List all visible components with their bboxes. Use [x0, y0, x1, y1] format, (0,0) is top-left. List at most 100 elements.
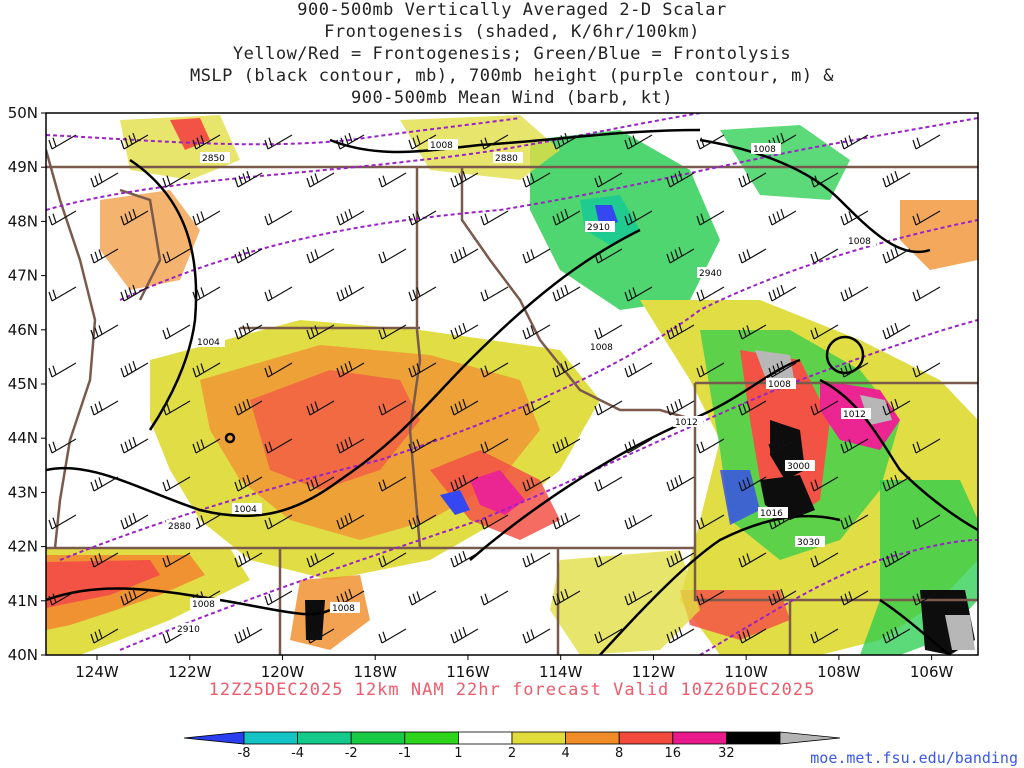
wind-barb [450, 246, 479, 264]
colorbar-tick-label: 16 [665, 746, 682, 761]
latitude-label: 47N [8, 267, 38, 285]
wind-barb [624, 514, 653, 530]
wind-barb [666, 170, 695, 188]
frontogenesis-colorbar: -8 -4 -2 -1 1 2 4 8 16 32 [183, 731, 841, 761]
mslp-label: 1008 [848, 237, 871, 247]
wind-barb [192, 210, 221, 226]
id-mt-border [460, 167, 696, 422]
wind-barb [48, 438, 77, 454]
wind-barb [624, 210, 653, 226]
colorbar-swatch [404, 731, 459, 745]
wind-barb [48, 134, 77, 150]
longitude-label: 114W [539, 663, 583, 681]
colorbar-swatch [672, 731, 727, 745]
wind-barb [696, 438, 725, 454]
wind-barb [378, 172, 407, 188]
wind-barb [594, 628, 623, 644]
wind-barb [666, 626, 695, 644]
wind-barb [336, 360, 365, 378]
mslp-label: 1008 [768, 380, 791, 390]
title-line-4: MSLP (black contour, mb), 700mb height (… [189, 66, 835, 86]
wind-barb [264, 438, 293, 454]
wind-barb [840, 210, 869, 226]
wind-barb [840, 286, 869, 302]
wind-barb [840, 134, 869, 150]
pacific-coastline [46, 149, 97, 549]
wind-barb [480, 590, 509, 606]
wind-barb [192, 134, 221, 150]
source-url[interactable]: moe.met.fsu.edu/banding [810, 749, 1018, 767]
wa-id-or-border [408, 167, 422, 549]
mslp-label: 1016 [760, 509, 783, 519]
wind-barb [522, 552, 551, 568]
wind-barb [48, 210, 77, 226]
wind-barb [306, 400, 335, 416]
wind-barb [666, 322, 695, 340]
height-label: 2880 [495, 154, 518, 164]
wind-barb [306, 324, 335, 340]
wind-barb [336, 284, 365, 302]
wind-barb [882, 246, 911, 264]
height-label: 2850 [202, 154, 225, 164]
colorbar-swatch [565, 731, 620, 745]
wind-barb [264, 210, 293, 226]
longitude-label: 118W [353, 663, 397, 681]
wind-barb [120, 132, 149, 150]
wind-barb [378, 400, 407, 416]
wind-barb [306, 172, 335, 188]
mslp-label: 1004 [234, 505, 257, 515]
wind-barb [336, 208, 365, 226]
wind-barbs [48, 132, 941, 644]
wind-barb [666, 246, 695, 264]
wind-barb [624, 362, 653, 378]
puget-sound [119, 188, 162, 301]
wind-barb [480, 438, 509, 454]
latitude-label: 41N [8, 592, 38, 610]
height-label: 2880 [168, 522, 191, 532]
wind-barb [408, 590, 437, 606]
latitude-label: 50N [8, 104, 38, 122]
colorbar-tick-label: -1 [398, 746, 411, 761]
wind-barb [738, 248, 767, 264]
mslp-label: 1008 [192, 600, 215, 610]
colorbar-tick-label: 2 [508, 746, 516, 761]
wind-barb [264, 134, 293, 150]
wind-barb [696, 590, 725, 606]
wind-barb [480, 362, 509, 378]
wind-barb [882, 550, 911, 568]
height-label: 2940 [699, 269, 722, 279]
wind-barb [552, 360, 581, 378]
wind-barb [594, 172, 623, 188]
wind-barb [552, 436, 581, 454]
wind-barb [738, 324, 767, 340]
wind-barb [666, 550, 695, 568]
wind-barb [90, 172, 119, 188]
colorbar-min-arrow [183, 731, 245, 745]
wind-barb [738, 400, 767, 416]
wind-barb [306, 628, 335, 644]
colorbar-tick-label: -2 [345, 746, 358, 761]
height-label: 3030 [797, 538, 820, 548]
wind-barb [552, 512, 581, 530]
wind-barb [234, 398, 263, 416]
id-wy-ut-border [693, 383, 792, 655]
height-label: 2910 [587, 223, 610, 233]
wind-barb [594, 248, 623, 264]
wind-barb [192, 362, 221, 378]
wind-barb [378, 552, 407, 568]
wind-barb [696, 134, 725, 150]
wind-barb [624, 286, 653, 302]
wind-barb [408, 438, 437, 454]
wind-barb [162, 248, 191, 264]
longitude-label: 106W [910, 663, 954, 681]
wind-barb [408, 134, 437, 150]
wind-barb [162, 172, 191, 188]
wind-barb [90, 248, 119, 264]
wind-barb [738, 552, 767, 568]
wind-barb [306, 476, 335, 492]
wind-barb [912, 438, 941, 454]
latitude-label: 46N [8, 321, 38, 339]
wind-barb [408, 514, 437, 530]
model-run-info: 12Z25DEC2025 12km NAM 22hr forecast Vali… [208, 680, 816, 700]
